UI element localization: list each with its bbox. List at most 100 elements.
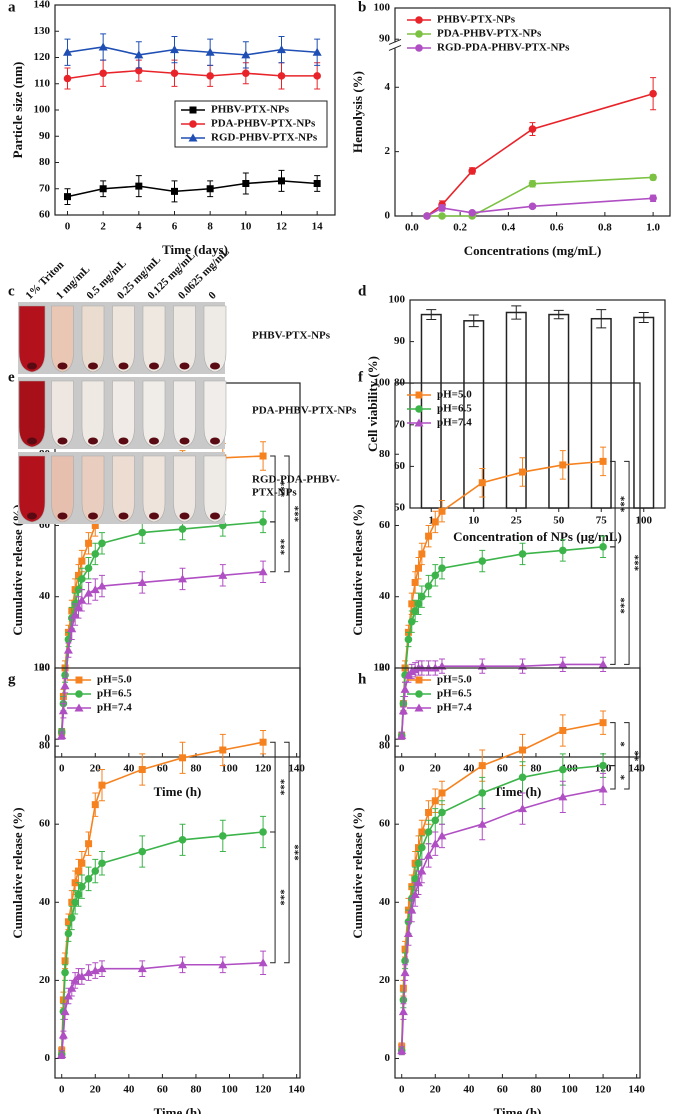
marker xyxy=(437,831,447,840)
y-tick-label: 70 xyxy=(39,182,51,194)
y-axis-label: Cumulative release (%) xyxy=(10,807,25,938)
y-tick-label: 0 xyxy=(385,210,391,222)
marker xyxy=(61,957,69,965)
marker xyxy=(431,816,440,825)
x-tick-label: 6 xyxy=(172,221,178,233)
marker xyxy=(528,180,537,188)
y-tick-label: 0 xyxy=(385,1052,391,1064)
x-tick-label: 20 xyxy=(430,763,442,775)
y-tick-label: 20 xyxy=(39,974,51,986)
plot-frame xyxy=(394,382,641,758)
x-tick-label: 4 xyxy=(136,221,142,233)
x-tick-label: 2 xyxy=(100,221,106,233)
marker xyxy=(84,875,93,883)
x-tick-label: 20 xyxy=(90,763,102,775)
marker xyxy=(398,1007,408,1016)
x-tick-label: 14 xyxy=(312,221,324,233)
marker xyxy=(415,690,423,698)
marker xyxy=(78,557,86,565)
marker xyxy=(71,879,79,887)
marker xyxy=(78,859,86,867)
y-axis-label: Cumulative release (%) xyxy=(350,504,365,635)
y-tick-label: 100 xyxy=(34,104,51,116)
marker xyxy=(400,684,410,693)
marker xyxy=(242,69,250,78)
x-tick-label: 8 xyxy=(207,221,213,233)
marker xyxy=(75,690,83,698)
significance-bracket xyxy=(270,741,276,833)
x-tick-label: 0 xyxy=(399,763,405,775)
marker xyxy=(411,607,419,615)
marker xyxy=(170,69,179,78)
marker xyxy=(205,47,215,56)
pellet xyxy=(88,362,98,370)
marker xyxy=(67,914,76,922)
y-tick-label: 40 xyxy=(39,590,51,602)
significance-bracket xyxy=(284,455,290,573)
marker xyxy=(431,571,440,580)
significance-bracket xyxy=(610,722,616,767)
pellet xyxy=(27,512,37,520)
panel-label: h xyxy=(358,671,367,687)
marker xyxy=(91,521,99,529)
y-tick-label: 100 xyxy=(389,294,406,306)
series-line xyxy=(400,788,604,1051)
marker xyxy=(478,479,486,487)
x-tick-label: 10 xyxy=(468,515,480,527)
marker xyxy=(64,918,72,926)
marker xyxy=(438,789,446,797)
pellet xyxy=(88,512,98,520)
pellet xyxy=(118,437,129,445)
significance-bracket xyxy=(270,521,276,573)
row-label: PDA-PHBV-PTX-NPs xyxy=(252,405,357,417)
pellet xyxy=(27,362,37,370)
marker xyxy=(189,106,197,114)
marker xyxy=(138,847,147,856)
marker xyxy=(558,659,568,668)
tube xyxy=(51,305,74,373)
marker xyxy=(259,828,267,836)
x-tick-label: 20 xyxy=(430,1084,442,1096)
marker xyxy=(78,575,86,583)
panel-label: g xyxy=(8,671,16,687)
tube xyxy=(112,455,135,523)
x-tick-label: 0.2 xyxy=(453,222,467,234)
y-tick-label: 80 xyxy=(39,740,51,752)
x-tick-label: 0.6 xyxy=(550,222,564,234)
marker xyxy=(71,898,79,907)
x-tick-label: 120 xyxy=(255,1084,272,1096)
error-bar xyxy=(638,311,649,323)
marker xyxy=(74,703,84,712)
x-tick-label: 1 xyxy=(429,515,435,527)
row-label: PTX-NPs xyxy=(252,487,297,499)
marker xyxy=(276,45,286,54)
marker xyxy=(74,585,83,594)
bar xyxy=(590,317,612,509)
x-tick-label: 20 xyxy=(90,1084,102,1096)
marker xyxy=(413,878,423,887)
marker xyxy=(188,133,198,142)
panel-label: e xyxy=(8,369,15,385)
pellet xyxy=(210,362,220,370)
axis-break xyxy=(388,38,402,51)
marker xyxy=(400,968,410,977)
marker xyxy=(438,808,446,817)
marker xyxy=(258,958,268,967)
marker xyxy=(414,564,422,572)
legend-label: RGD-PHBV-PTX-NPs xyxy=(211,132,318,144)
y-tick-label: 60 xyxy=(39,209,51,221)
marker xyxy=(258,567,268,576)
y-axis-label: Particle size (nm) xyxy=(10,62,25,159)
x-tick-label: 60 xyxy=(497,763,509,775)
marker xyxy=(189,120,197,128)
x-tick-label: 100 xyxy=(221,1084,238,1096)
significance-bracket xyxy=(284,741,290,964)
series-line xyxy=(400,764,604,1051)
x-tick-label: 140 xyxy=(628,1084,645,1096)
tube xyxy=(18,305,46,373)
marker xyxy=(98,781,106,789)
marker xyxy=(178,836,187,844)
marker xyxy=(63,991,73,1000)
y-tick-label: 40 xyxy=(379,896,391,908)
y-tick-label: 60 xyxy=(394,460,406,472)
